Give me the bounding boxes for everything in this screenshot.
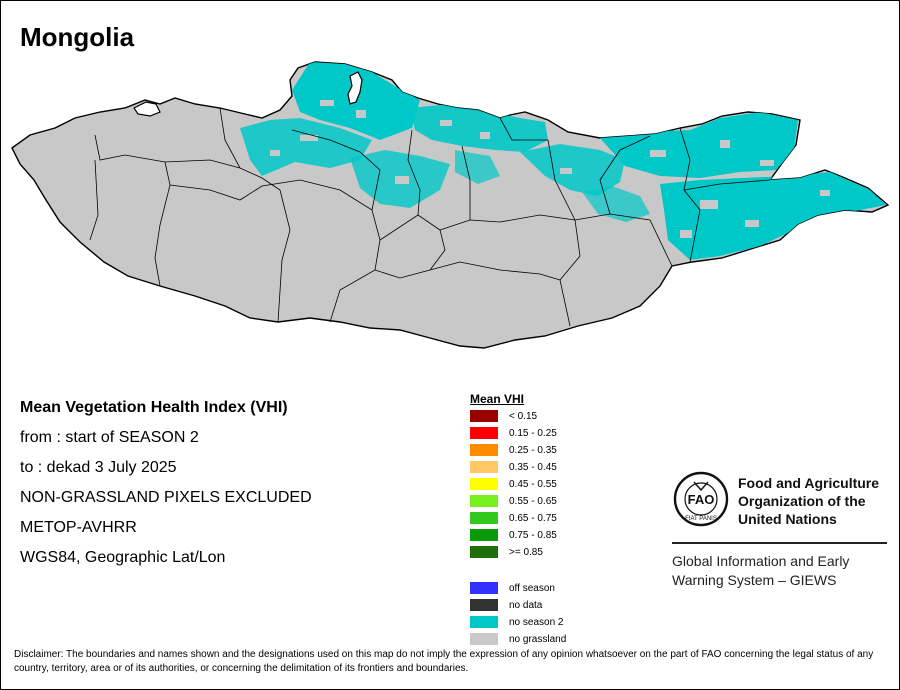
legend-label: < 0.15 <box>509 411 538 422</box>
giews-line: Global Information and Early <box>672 553 850 569</box>
legend-label: no grassland <box>509 634 567 645</box>
fao-logo: FAO FIAT PANIS <box>673 471 729 527</box>
legend-swatch <box>470 444 498 456</box>
fao-name: Food and Agriculture Organization of the… <box>738 474 879 528</box>
legend-swatch <box>470 633 498 645</box>
map-info: Mean Vegetation Health Index (VHI) from … <box>20 398 312 578</box>
legend-swatch <box>470 616 498 628</box>
legend-swatch <box>470 410 498 422</box>
texture-speckle <box>270 100 830 238</box>
legend-title: Mean VHI <box>470 392 525 406</box>
period-to: to : dekad 3 July 2025 <box>20 459 177 476</box>
legend-swatch <box>470 599 498 611</box>
projection-name: WGS84, Geographic Lat/Lon <box>20 549 226 566</box>
legend-swatch <box>470 478 498 490</box>
period-from: from : start of SEASON 2 <box>20 429 199 446</box>
fao-logo-text: FAO <box>688 492 715 507</box>
legend-swatch <box>470 529 498 541</box>
province-boundaries <box>89 107 771 327</box>
legend-label: no data <box>509 600 543 611</box>
legend-label: 0.35 - 0.45 <box>509 462 557 473</box>
fao-logo-motto: FIAT PANIS <box>685 516 717 522</box>
legend-label: no season 2 <box>509 617 564 628</box>
legend-label: 0.25 - 0.35 <box>509 445 557 456</box>
index-heading: Mean Vegetation Health Index (VHI) <box>20 399 288 416</box>
vhi-legend: Mean VHI < 0.15 0.15 - 0.25 0.25 - 0.35 0.3… <box>470 392 566 645</box>
legend-label: 0.45 - 0.55 <box>509 479 557 490</box>
legend-swatch <box>470 546 498 558</box>
giews-name: Global Information and Early Warning Sys… <box>672 552 849 590</box>
map-title: Mongolia <box>20 22 135 52</box>
legend-label: 0.15 - 0.25 <box>509 428 557 439</box>
giews-line: Warning System – GIEWS <box>672 572 837 588</box>
legend-label: >= 0.85 <box>509 547 543 558</box>
legend-swatch <box>470 582 498 594</box>
fao-divider <box>672 542 887 544</box>
sensor-name: METOP-AVHRR <box>20 519 137 536</box>
lake-khovsgol <box>347 71 363 105</box>
mongolia-map <box>11 61 890 349</box>
legend-label: 0.65 - 0.75 <box>509 513 557 524</box>
legend-label: off season <box>509 583 555 594</box>
fao-name-line: Organization of the <box>738 493 866 509</box>
legend-swatch <box>470 512 498 524</box>
legend-swatch <box>470 461 498 473</box>
exclusion-note: NON-GRASSLAND PIXELS EXCLUDED <box>20 489 312 506</box>
legend-label: 0.75 - 0.85 <box>509 530 557 541</box>
lake-uvs <box>133 101 161 117</box>
legend-swatch <box>470 427 498 439</box>
fao-name-line: United Nations <box>738 511 837 527</box>
fao-name-line: Food and Agriculture <box>738 475 880 491</box>
legend-swatch <box>470 495 498 507</box>
legend-label: 0.55 - 0.65 <box>509 496 557 507</box>
disclaimer: Disclaimer: The boundaries and names sho… <box>14 649 874 674</box>
